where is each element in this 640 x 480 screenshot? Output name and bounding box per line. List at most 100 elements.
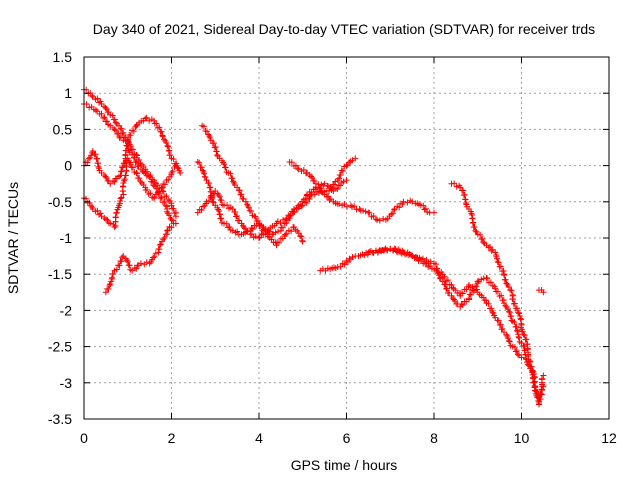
data-point-fill [137,178,144,185]
data-point-fill [164,142,171,149]
data-point-fill [336,175,343,182]
data-point-fill [505,284,512,291]
data-point-fill [506,338,513,345]
data-point-fill [159,132,166,139]
data-point-fill [441,273,448,280]
data-point-fill [500,297,507,304]
data-point-fill [134,170,141,177]
data-point-fill [149,178,156,185]
data-point-fill [494,288,501,295]
data-point-fill [366,209,373,216]
data-point-fill [506,309,513,316]
data-point-fill [169,168,176,175]
data-point-fill [211,190,218,197]
data-point-fill [212,144,219,151]
data-point-fill [143,114,150,121]
data-point-fill [173,160,180,167]
data-point-fill [252,213,259,220]
data-point-fill [332,178,339,185]
data-point-fill [240,224,247,231]
data-point-fill [372,216,379,223]
data-point-fill [505,337,512,344]
x-tick-label: 0 [80,430,88,446]
data-point-fill [227,170,234,177]
data-point-fill [511,344,518,351]
data-point-fill [351,203,358,210]
data-point-fill [111,116,118,123]
data-point-fill [275,239,282,246]
data-point-fill [520,331,527,338]
data-point-fill [248,208,255,215]
data-point-fill [405,252,412,259]
data-point-fill [103,106,110,113]
data-point-fill [97,98,104,105]
data-point-fill [283,230,290,237]
y-tick-label: -2.5 [48,339,72,355]
data-point-fill [85,155,92,162]
data-point-fill [339,168,346,175]
data-point-fill [432,261,439,268]
data-point-fill [157,195,164,202]
data-point-fill [521,332,528,339]
data-point [409,253,416,260]
data-point-fill [484,275,491,282]
y-tick-label: -1 [60,230,73,246]
data-point-fill [117,198,124,205]
data-point-fill [156,124,163,131]
data-point-fill [168,200,175,207]
data-point [256,235,262,241]
y-tick-label: 0.5 [53,121,73,137]
data-point [295,166,302,173]
data-point-fill [279,224,286,231]
data-point-fill [126,262,133,269]
data-point-fill [210,199,217,206]
data-point-fill [150,182,157,189]
data-point-fill [118,125,125,132]
data-point-fill [513,347,520,354]
data-point-fill [499,325,506,332]
data-point-fill [100,115,107,122]
data-point-fill [92,151,99,158]
data-point-fill [127,266,134,273]
data-point-fill [229,175,236,182]
y-tick-label: -0.5 [48,194,72,210]
data-point-fill [156,242,163,249]
data-point-fill [214,151,221,158]
data-point-fill [287,212,294,219]
data-point [203,177,210,184]
data-point-fill [516,338,523,345]
data-point-fill [168,224,175,231]
data-point-fill [215,207,222,214]
x-tick-label: 12 [601,430,617,446]
data-point-fill [113,175,120,182]
data-point-fill [105,219,112,226]
data-point-fill [502,302,509,309]
data-point-fill [126,149,133,156]
data-point-fill [200,203,207,210]
data-point-fill [158,185,165,192]
data-point-fill [280,216,287,223]
data-point-fill [209,198,216,205]
data-point [194,158,201,165]
data-point-fill [507,342,514,349]
data-point-fill [463,298,470,305]
data-point-fill [469,287,476,294]
data-point-fill [485,244,492,251]
data-point-fill [407,197,414,204]
data-point-fill [495,317,502,324]
data-point-fill [94,207,101,214]
data-point-fill [158,194,165,201]
data-point-fill [161,181,168,188]
data-point-fill [502,276,509,283]
data-point-fill [491,283,498,290]
data-point-fill [391,206,398,213]
data-point-fill [127,132,134,139]
data-point-fill [262,227,269,234]
data-point-fill [515,309,522,316]
data-point-fill [360,207,367,214]
data-point-fill [318,188,325,195]
data-point [146,260,153,267]
data-point-fill [258,222,265,229]
data-point-fill [230,178,237,185]
